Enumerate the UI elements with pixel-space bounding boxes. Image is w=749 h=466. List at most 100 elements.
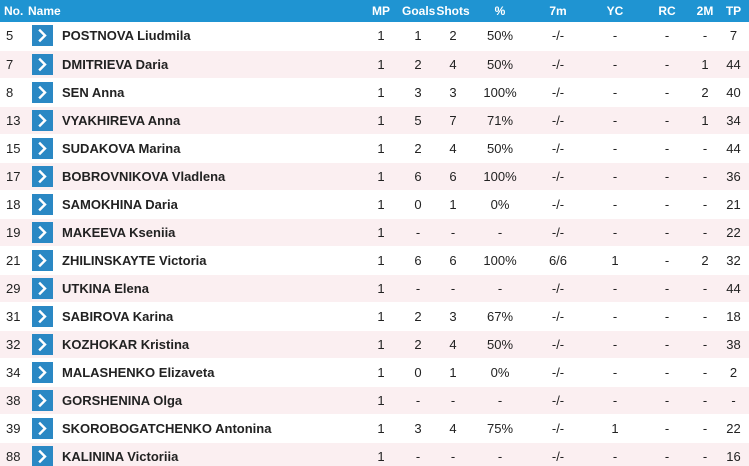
player-2m: - [702, 280, 708, 296]
player-details-button[interactable] [31, 53, 53, 75]
header-name[interactable]: Name [28, 4, 61, 18]
player-goals: - [415, 224, 421, 240]
player-details-button-cell [28, 274, 56, 302]
player-number: 17 [6, 168, 21, 184]
player-details-button[interactable] [31, 333, 53, 355]
header-pct[interactable]: % [494, 4, 506, 18]
player-details-button[interactable] [31, 249, 53, 271]
player-goals: 1 [414, 28, 422, 44]
player-tp: 34 [726, 112, 741, 128]
player-name[interactable]: VYAKHIREVA Anna [62, 112, 181, 128]
player-number: 8 [6, 84, 14, 100]
header-yc[interactable]: YC [606, 4, 624, 18]
player-details-button[interactable] [31, 389, 53, 411]
header-goals[interactable]: Goals [402, 4, 436, 18]
player-rc: - [664, 84, 670, 100]
player-name[interactable]: KOZHOKAR Kristina [62, 336, 190, 352]
player-shots: 3 [449, 84, 457, 100]
chevron-right-icon [37, 225, 47, 239]
player-number: 39 [6, 420, 21, 436]
chevron-right-icon [37, 29, 47, 43]
chevron-right-icon [37, 85, 47, 99]
player-yc: - [612, 336, 618, 352]
player-details-button[interactable] [31, 165, 53, 187]
player-pct: 71% [486, 112, 514, 128]
player-details-button[interactable] [31, 417, 53, 439]
header-mp[interactable]: MP [372, 4, 390, 18]
player-pct: 50% [486, 336, 514, 352]
player-row: 19 MAKEEVA Kseniia 1 - - - -/- - - - 22 [0, 218, 749, 246]
player-goals: 2 [414, 140, 422, 156]
player-row: 17 BOBROVNIKOVA Vladlena 1 6 6 100% -/- … [0, 162, 749, 190]
player-number: 19 [6, 224, 21, 240]
player-pct: - [497, 448, 503, 464]
player-name[interactable]: SUDAKOVA Marina [62, 140, 181, 156]
header-tp[interactable]: TP [725, 4, 742, 18]
player-2m: - [702, 168, 708, 184]
player-number: 7 [6, 56, 14, 72]
player-name[interactable]: SKOROBOGATCHENKO Antonina [62, 420, 272, 436]
header-rc[interactable]: RC [658, 4, 676, 18]
player-tp: 22 [726, 224, 741, 240]
player-7m: -/- [551, 168, 565, 184]
player-mp: 1 [377, 448, 385, 464]
header-7m[interactable]: 7m [549, 4, 567, 18]
player-goals: 0 [414, 196, 422, 212]
player-row: 38 GORSHENINA Olga 1 - - - -/- - - - - [0, 386, 749, 414]
player-rc: - [664, 308, 670, 324]
player-yc: - [612, 56, 618, 72]
player-details-button[interactable] [31, 445, 53, 466]
player-2m: - [702, 364, 708, 380]
player-name[interactable]: SAMOKHINA Daria [62, 196, 178, 212]
player-row: 29 UTKINA Elena 1 - - - -/- - - - 44 [0, 274, 749, 302]
chevron-right-icon [37, 337, 47, 351]
player-details-button[interactable] [31, 109, 53, 131]
player-details-button[interactable] [31, 81, 53, 103]
player-details-button[interactable] [31, 305, 53, 327]
player-mp: 1 [377, 308, 385, 324]
player-details-button-cell [28, 358, 56, 386]
player-tp: 21 [726, 196, 741, 212]
header-2m[interactable]: 2M [696, 4, 714, 18]
player-2m: 1 [701, 112, 709, 128]
player-yc: - [612, 112, 618, 128]
player-name[interactable]: GORSHENINA Olga [62, 392, 183, 408]
header-no[interactable]: No. [4, 4, 24, 18]
player-details-button[interactable] [31, 193, 53, 215]
player-mp: 1 [377, 224, 385, 240]
player-goals: 5 [414, 112, 422, 128]
player-name[interactable]: SABIROVA Karina [62, 308, 174, 324]
player-number: 18 [6, 196, 21, 212]
player-rc: - [664, 224, 670, 240]
player-goals: 3 [414, 420, 422, 436]
player-details-button-cell [28, 442, 56, 466]
player-details-button[interactable] [31, 277, 53, 299]
player-name[interactable]: POSTNOVA Liudmila [62, 28, 191, 44]
player-name[interactable]: BOBROVNIKOVA Vladlena [62, 168, 226, 184]
player-7m: -/- [551, 364, 565, 380]
player-name[interactable]: UTKINA Elena [62, 280, 149, 296]
player-name[interactable]: KALININA Victoriia [62, 448, 179, 464]
player-name[interactable]: ZHILINSKAYTE Victoria [62, 252, 207, 268]
player-details-button-cell [28, 386, 56, 414]
player-details-button[interactable] [31, 137, 53, 159]
player-name[interactable]: SEN Anna [62, 84, 125, 100]
player-details-button[interactable] [31, 25, 53, 47]
player-tp: 22 [726, 420, 741, 436]
player-name[interactable]: MALASHENKO Elizaveta [62, 364, 215, 380]
player-rc: - [664, 140, 670, 156]
player-pct: - [497, 224, 503, 240]
player-yc: 1 [611, 420, 619, 436]
player-name[interactable]: DMITRIEVA Daria [62, 56, 169, 72]
player-yc: - [612, 448, 618, 464]
header-shots[interactable]: Shots [436, 4, 470, 18]
player-rc: - [664, 364, 670, 380]
player-rc: - [664, 196, 670, 212]
player-details-button[interactable] [31, 361, 53, 383]
player-2m: - [702, 308, 708, 324]
player-details-button[interactable] [31, 221, 53, 243]
player-details-button-cell [28, 414, 56, 442]
player-name[interactable]: MAKEEVA Kseniia [62, 224, 176, 240]
player-pct: 0% [490, 196, 510, 212]
player-number: 13 [6, 112, 21, 128]
